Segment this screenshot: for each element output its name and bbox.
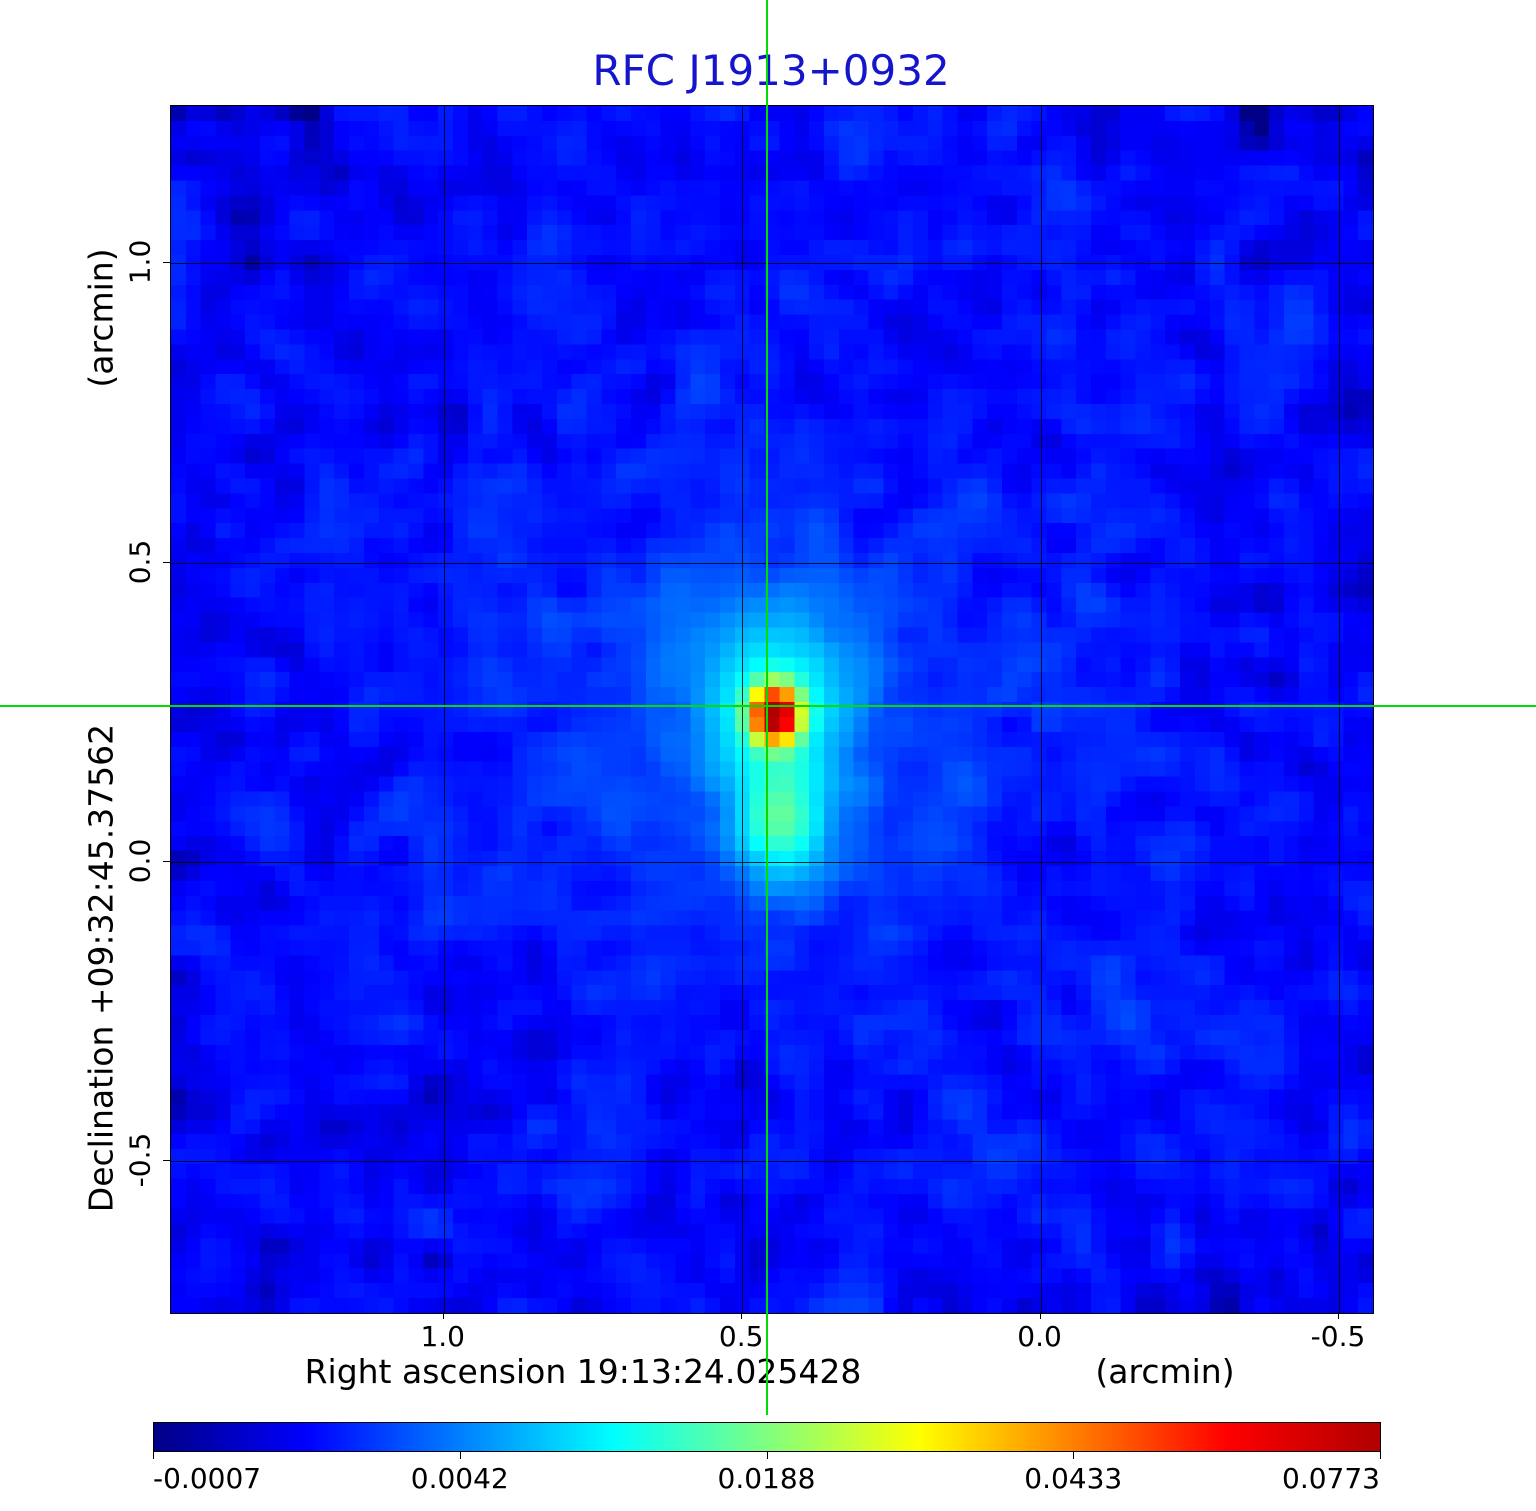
y-gridline <box>171 263 1373 265</box>
y-axis-label: Declination +09:32:45.37562 <box>81 723 121 1213</box>
x-tick-mark <box>741 1312 743 1319</box>
plot-title: RFC J1913+0932 <box>592 46 950 95</box>
colorbar-tick-label: 0.0773 <box>1282 1462 1380 1495</box>
x-tick-mark <box>442 1312 444 1319</box>
x-axis-unit-label: (arcmin) <box>1095 1352 1235 1391</box>
colorbar-tick-label: 0.0433 <box>1024 1462 1123 1495</box>
y-tick-mark <box>163 262 170 264</box>
x-gridline <box>1040 106 1042 1313</box>
colorbar-tick-label: 0.0042 <box>410 1462 509 1495</box>
y-tick-mark <box>163 1160 170 1161</box>
colorbar-tick-mark <box>1380 1452 1381 1459</box>
x-gridline <box>443 106 445 1313</box>
colorbar <box>153 1422 1381 1452</box>
x-tick-label: 1.0 <box>420 1320 465 1353</box>
y-tick-mark <box>163 860 170 862</box>
y-gridline <box>171 861 1373 863</box>
y-tick-mark <box>163 561 170 563</box>
colorbar-tick-mark <box>153 1452 154 1459</box>
crosshair-vertical-line <box>765 0 768 1415</box>
y-tick-label: 1.0 <box>123 240 157 285</box>
y-tick-label: 0.5 <box>123 539 157 584</box>
colorbar-tick-label: 0.0188 <box>717 1462 816 1495</box>
colorbar-tick-mark <box>766 1452 768 1459</box>
radio-map-canvas <box>171 106 1373 1313</box>
x-gridline <box>1338 106 1340 1313</box>
x-tick-label: 0.5 <box>718 1320 764 1353</box>
crosshair-horizontal-line <box>0 705 1536 708</box>
x-tick-mark <box>1039 1312 1041 1319</box>
y-axis-unit-label: (arcmin) <box>81 248 121 388</box>
y-tick-label: -0.5 <box>123 1132 157 1188</box>
colorbar-tick-mark <box>1073 1452 1075 1459</box>
x-tick-mark <box>1337 1312 1339 1319</box>
x-tick-label: 0.0 <box>1017 1320 1062 1353</box>
colorbar-tick-mark <box>459 1452 461 1459</box>
colorbar-tick-label: -0.0007 <box>153 1462 262 1495</box>
image-panel <box>170 105 1374 1314</box>
y-gridline <box>171 562 1373 564</box>
x-axis-label: Right ascension 19:13:24.025428 <box>304 1352 862 1391</box>
x-tick-label: -0.5 <box>1310 1320 1366 1353</box>
y-gridline <box>171 1161 1373 1162</box>
y-tick-label: 0.0 <box>123 838 157 884</box>
x-gridline <box>742 106 744 1313</box>
